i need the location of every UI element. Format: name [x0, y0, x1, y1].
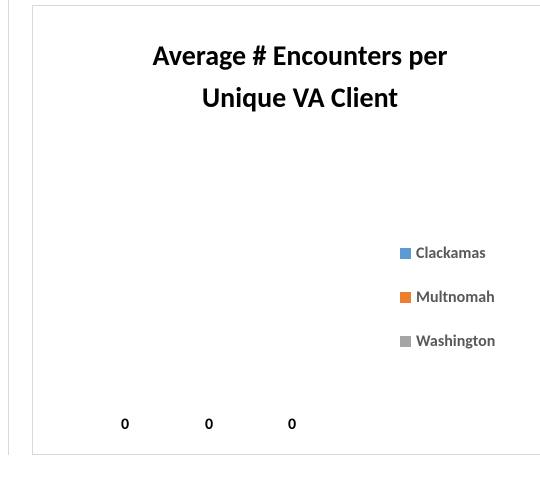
data-label: 0 [288, 415, 296, 434]
data-label: 0 [121, 415, 129, 434]
data-label: 0 [205, 415, 213, 434]
chart-frame [33, 6, 540, 455]
legend-swatch [400, 292, 411, 303]
legend-swatch [400, 336, 411, 347]
legend-label: Washington [416, 332, 495, 351]
legend-label: Clackamas [416, 244, 486, 263]
legend-swatch [400, 248, 411, 259]
legend-label: Multnomah [416, 288, 495, 307]
